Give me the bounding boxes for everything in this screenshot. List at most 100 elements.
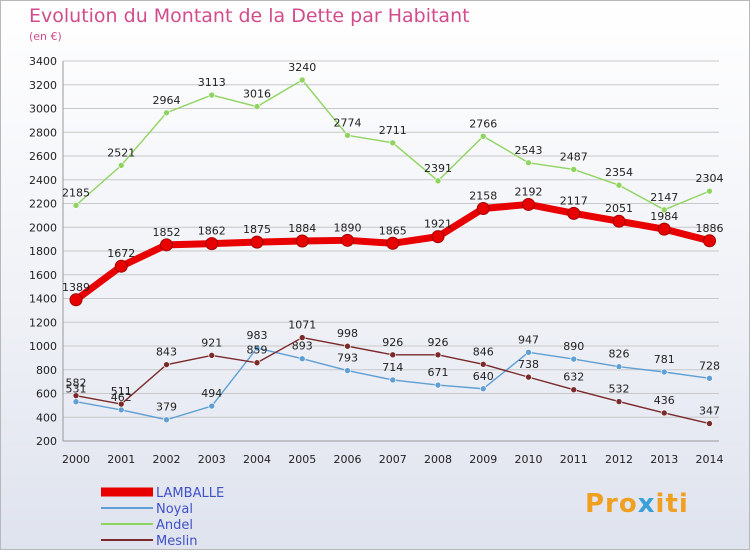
data-label-andel-2013: 2147 xyxy=(650,191,678,204)
point-lamballe-2011 xyxy=(567,206,581,220)
x-tick-label-2012: 2012 xyxy=(605,453,633,466)
data-label-andel-2009: 2766 xyxy=(469,117,497,130)
data-label-andel-2010: 2543 xyxy=(515,144,543,157)
data-label-meslin-2008: 926 xyxy=(428,336,449,349)
point-meslin-2002 xyxy=(163,361,170,368)
x-tick-label-2001: 2001 xyxy=(107,453,135,466)
point-lamballe-2004 xyxy=(250,235,264,249)
data-label-noyal-2010: 947 xyxy=(518,333,539,346)
data-label-andel-2004: 3016 xyxy=(243,88,271,101)
data-label-meslin-2010: 738 xyxy=(518,358,539,371)
x-tick-label-2004: 2004 xyxy=(243,453,271,466)
point-meslin-2003 xyxy=(208,352,216,359)
data-label-andel-2002: 2964 xyxy=(153,94,181,107)
data-label-noyal-2003: 494 xyxy=(201,387,222,400)
data-label-lamballe-2009: 2158 xyxy=(469,189,497,202)
data-label-andel-2000: 2185 xyxy=(62,186,90,199)
point-andel-2013 xyxy=(660,206,668,214)
data-label-noyal-2005: 893 xyxy=(292,340,313,353)
y-tick-label-1200: 1200 xyxy=(29,316,57,329)
point-andel-2010 xyxy=(525,159,532,167)
point-noyal-2001 xyxy=(117,406,125,414)
data-label-noyal-2007: 714 xyxy=(382,361,403,374)
data-label-andel-2003: 3113 xyxy=(198,76,226,89)
data-label-meslin-2011: 632 xyxy=(563,371,584,384)
data-label-lamballe-2014: 1886 xyxy=(696,222,724,235)
data-label-noyal-2009: 640 xyxy=(473,370,494,383)
data-label-meslin-2006: 998 xyxy=(337,327,358,340)
data-label-lamballe-2003: 1862 xyxy=(198,225,226,238)
data-label-noyal-2011: 890 xyxy=(563,340,584,353)
point-andel-2011 xyxy=(570,166,578,173)
data-label-meslin-2002: 843 xyxy=(156,346,177,359)
point-meslin-2013 xyxy=(660,409,668,417)
y-tick-label-2400: 2400 xyxy=(29,174,57,187)
point-andel-2001 xyxy=(117,162,125,169)
data-label-meslin-2009: 846 xyxy=(473,345,494,358)
point-noyal-2005 xyxy=(298,355,306,363)
point-andel-2007 xyxy=(389,139,397,147)
x-tick-label-2009: 2009 xyxy=(469,453,497,466)
point-noyal-2004 xyxy=(253,344,261,352)
point-andel-2003 xyxy=(208,91,216,99)
data-label-lamballe-2012: 2051 xyxy=(605,202,633,215)
data-label-andel-2014: 2304 xyxy=(696,172,724,185)
point-meslin-2009 xyxy=(479,360,487,368)
x-tick-label-2003: 2003 xyxy=(198,453,226,466)
point-lamballe-2009 xyxy=(476,201,490,215)
unit-label: (en €) xyxy=(29,30,62,43)
point-meslin-2000 xyxy=(72,392,80,399)
data-label-meslin-2014: 347 xyxy=(699,405,720,418)
data-label-lamballe-2007: 1865 xyxy=(379,224,407,237)
data-label-lamballe-2002: 1852 xyxy=(153,226,181,239)
point-andel-2009 xyxy=(479,132,487,140)
y-tick-label-200: 200 xyxy=(36,435,57,448)
data-label-meslin-2012: 532 xyxy=(609,383,630,396)
point-andel-2000 xyxy=(72,201,80,209)
point-lamballe-2005 xyxy=(295,234,309,248)
data-label-lamballe-2011: 2117 xyxy=(560,194,588,207)
data-label-meslin-2005: 1071 xyxy=(288,319,316,332)
data-label-meslin-2007: 926 xyxy=(382,336,403,349)
data-label-meslin-2003: 921 xyxy=(201,336,222,349)
legend-label-andel: Andel xyxy=(156,518,193,533)
y-tick-label-3200: 3200 xyxy=(29,79,57,92)
y-tick-label-1000: 1000 xyxy=(29,340,57,353)
data-label-noyal-2008: 671 xyxy=(428,366,449,379)
point-noyal-2013 xyxy=(660,368,668,376)
x-tick-label-2006: 2006 xyxy=(334,453,362,466)
point-lamballe-2001 xyxy=(114,259,128,273)
y-tick-label-3000: 3000 xyxy=(29,103,57,116)
data-label-lamballe-2008: 1921 xyxy=(424,218,452,231)
data-label-meslin-2013: 436 xyxy=(654,394,675,407)
x-tick-label-2011: 2011 xyxy=(560,453,588,466)
y-tick-label-1600: 1600 xyxy=(29,269,57,282)
y-tick-label-600: 600 xyxy=(36,388,57,401)
point-noyal-2002 xyxy=(163,416,170,424)
x-tick-label-2007: 2007 xyxy=(379,453,407,466)
x-tick-label-2014: 2014 xyxy=(696,453,724,466)
y-tick-label-2000: 2000 xyxy=(29,221,57,234)
data-label-lamballe-2004: 1875 xyxy=(243,223,271,236)
data-label-andel-2008: 2391 xyxy=(424,162,452,175)
data-label-meslin-2004: 859 xyxy=(247,344,268,357)
data-label-andel-2006: 2774 xyxy=(334,116,362,129)
data-label-lamballe-2005: 1884 xyxy=(288,222,316,235)
x-tick-label-2000: 2000 xyxy=(62,453,90,466)
point-andel-2006 xyxy=(344,132,351,139)
point-lamballe-2014 xyxy=(703,234,716,248)
y-tick-label-1400: 1400 xyxy=(29,293,57,306)
point-lamballe-2006 xyxy=(341,233,354,247)
data-label-lamballe-2010: 2192 xyxy=(515,185,543,198)
point-noyal-2009 xyxy=(479,385,487,393)
legend-label-lamballe: LAMBALLE xyxy=(156,486,224,501)
data-label-lamballe-2000: 1389 xyxy=(62,281,90,294)
chart-title: Evolution du Montant de la Dette par Hab… xyxy=(29,5,470,27)
y-tick-label-400: 400 xyxy=(36,411,57,424)
data-label-noyal-2004: 983 xyxy=(247,329,268,342)
point-lamballe-2008 xyxy=(431,230,445,244)
data-label-noyal-2001: 462 xyxy=(111,391,132,404)
point-andel-2005 xyxy=(298,76,306,84)
y-tick-label-2200: 2200 xyxy=(29,198,57,211)
